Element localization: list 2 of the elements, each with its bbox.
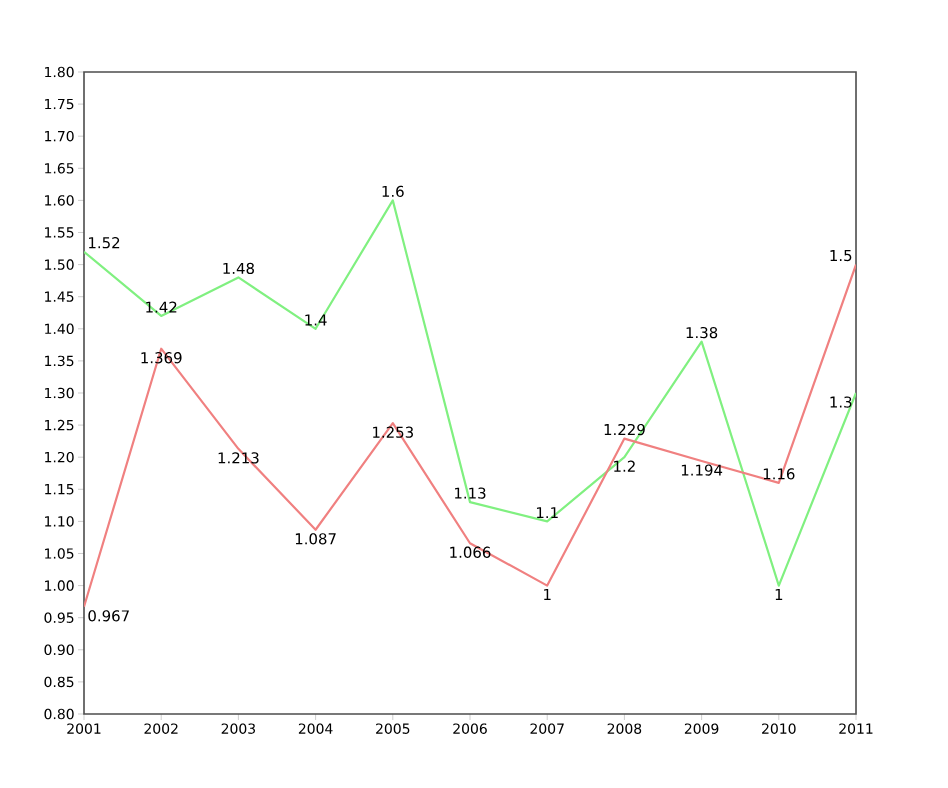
line-series <box>84 199 857 587</box>
line-series <box>84 263 857 608</box>
